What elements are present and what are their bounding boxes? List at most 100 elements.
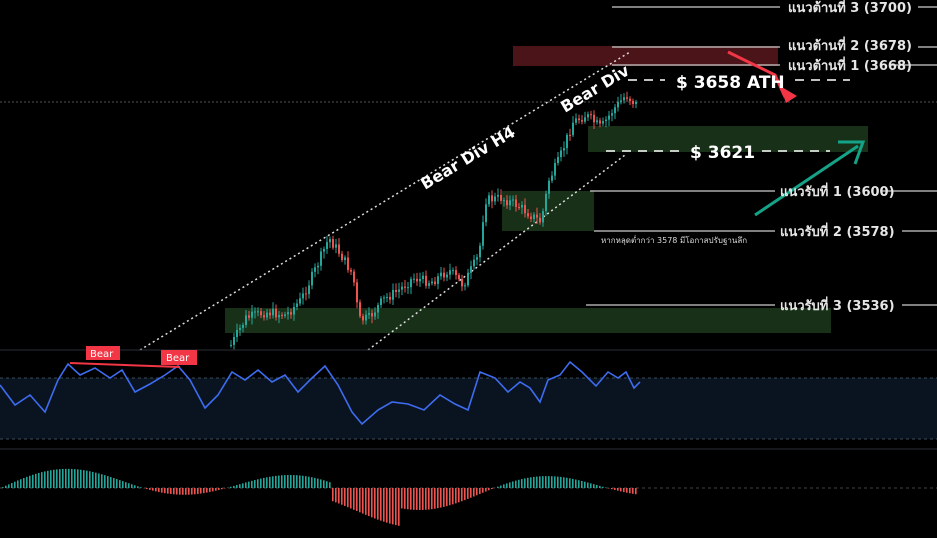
candle-body (539, 217, 541, 223)
macd-bar (635, 488, 637, 495)
candle-body (281, 314, 283, 316)
macd-bar (131, 484, 133, 488)
candle-body (353, 271, 355, 283)
candle-body (383, 297, 385, 299)
macd-bar (38, 472, 40, 488)
macd-bar (620, 488, 622, 492)
macd-bar (557, 476, 559, 488)
macd-bar (293, 475, 295, 488)
rsi-bear-tag-1 (86, 346, 120, 360)
macd-bar (596, 485, 598, 488)
macd-bar (581, 480, 583, 488)
resistance-zone (513, 46, 778, 66)
macd-bar (602, 486, 604, 488)
macd-bar (611, 488, 613, 490)
macd-bar (128, 483, 130, 488)
macd-bar (623, 488, 625, 493)
macd-bar (440, 488, 442, 508)
candle-body (473, 259, 475, 267)
macd-bar (245, 482, 247, 488)
rsi-bear-tag-2 (161, 350, 197, 365)
candle-body (248, 315, 250, 318)
macd-bar (359, 488, 361, 513)
macd-bar (239, 484, 241, 488)
macd-bar (191, 488, 193, 495)
candle-body (395, 289, 397, 292)
demand-zone-mid (502, 191, 594, 231)
macd-bar (32, 474, 34, 488)
macd-bar (266, 477, 268, 488)
macd-bar (194, 488, 196, 495)
macd-bar (347, 488, 349, 508)
macd-bar (392, 488, 394, 525)
macd-bar (53, 469, 55, 488)
ath-label: $ 3658 ATH (676, 73, 785, 93)
candle-body (317, 265, 319, 268)
macd-bar (86, 470, 88, 488)
macd-bar (323, 480, 325, 488)
macd-bar (26, 476, 28, 488)
candle-body (320, 251, 322, 266)
candle-body (347, 257, 349, 270)
macd-bar (269, 476, 271, 488)
macd-bar (320, 479, 322, 488)
candle-body (524, 204, 526, 214)
macd-bar (521, 479, 523, 488)
macd-bar (305, 476, 307, 488)
macd-bar (89, 471, 91, 488)
candle-body (506, 200, 508, 206)
macd-bar (248, 481, 250, 488)
candle-body (440, 272, 442, 277)
macd-bar (341, 488, 343, 505)
candle-body (371, 313, 373, 317)
macd-bar (206, 488, 208, 493)
macd-bar (263, 477, 265, 488)
candle-body (605, 119, 607, 122)
candle-body (569, 134, 571, 136)
candle-body (404, 286, 406, 288)
candle-body (314, 267, 316, 272)
candle-body (566, 134, 568, 149)
rsi-bear-div-line (69, 362, 181, 368)
macd-bar (179, 488, 181, 495)
macd-bar (296, 475, 298, 488)
candle-body (272, 308, 274, 316)
macd-bar (461, 488, 463, 502)
macd-bar (137, 486, 139, 488)
macd-bar (110, 477, 112, 488)
macd-bar (161, 488, 163, 493)
candle-body (533, 214, 535, 219)
macd-bar (374, 488, 376, 519)
candle-body (563, 148, 565, 151)
macd-bar (2, 487, 4, 488)
macd-bar (209, 488, 211, 493)
macd-bar (353, 488, 355, 510)
macd-bar (425, 488, 427, 510)
macd-bar (551, 476, 553, 488)
macd-bar (368, 488, 370, 517)
macd-bar (530, 477, 532, 488)
candles (230, 91, 637, 350)
macd-bar (413, 488, 415, 510)
macd-bar (80, 469, 82, 488)
candle-body (617, 101, 619, 108)
macd-bar (455, 488, 457, 504)
macd-bar (68, 468, 70, 488)
macd-bar (125, 482, 127, 488)
candle-body (293, 306, 295, 315)
candle-body (593, 114, 595, 123)
candle-body (482, 222, 484, 246)
macd-bar (470, 488, 472, 498)
macd-bar (200, 488, 202, 494)
macd-bar (578, 480, 580, 488)
candle-body (422, 275, 424, 279)
candle-body (356, 282, 358, 303)
macd-bar (410, 488, 412, 510)
candle-body (308, 285, 310, 295)
macd-bar (41, 472, 43, 488)
macd-bar (419, 488, 421, 510)
macd-bar (422, 488, 424, 510)
macd-bar (77, 469, 79, 488)
macd-bar (284, 475, 286, 488)
candle-body (389, 296, 391, 300)
